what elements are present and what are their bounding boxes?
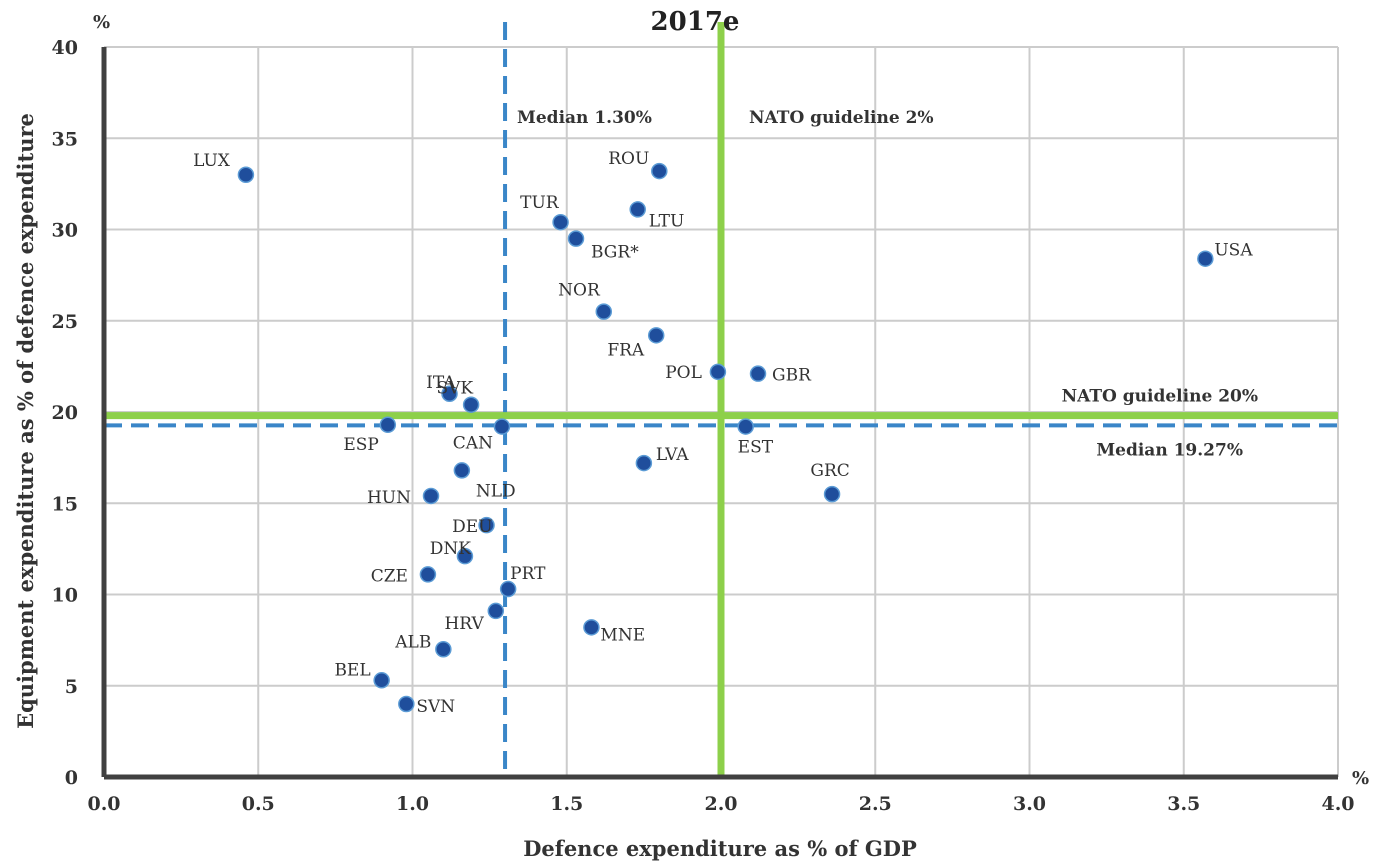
- data-point-label: DNK: [430, 539, 472, 559]
- y-tick-label: 30: [52, 220, 78, 242]
- x-tick-label: 0.5: [242, 793, 275, 815]
- y-tick-label: 25: [52, 311, 78, 333]
- x-tick-label: 2.5: [859, 793, 892, 815]
- data-point-label: GBR: [772, 366, 812, 386]
- reference-line-label: NATO guideline 20%: [1062, 387, 1258, 407]
- data-point-label: NLD: [476, 481, 516, 501]
- data-point-label: EST: [738, 438, 774, 458]
- data-point: [552, 213, 569, 231]
- data-point: [435, 641, 452, 658]
- data-point-label: DEU: [452, 517, 492, 537]
- reference-line-label: Median 1.30%: [517, 108, 652, 128]
- data-point-label: BGR*: [591, 243, 639, 263]
- y-tick-label: 40: [52, 37, 78, 59]
- x-tick-label: 2.0: [704, 793, 737, 815]
- data-point: [1197, 250, 1214, 267]
- x-tick-label: 1.5: [550, 793, 583, 815]
- data-point-label: BEL: [334, 660, 370, 680]
- data-point-label: SVN: [416, 697, 455, 717]
- data-point-label: ROU: [608, 149, 649, 169]
- reference-line-label: NATO guideline 2%: [749, 108, 934, 128]
- data-point: [379, 416, 397, 434]
- data-point-label: ITA: [426, 373, 456, 393]
- chart-title: 2017e: [651, 7, 740, 37]
- data-point: [647, 327, 665, 344]
- data-point-label: ESP: [343, 435, 379, 455]
- data-point: [237, 166, 255, 183]
- x-unit-label: %: [1352, 768, 1369, 789]
- data-point-label: PRT: [510, 564, 546, 584]
- data-point: [398, 695, 415, 713]
- data-point-label: HUN: [367, 488, 411, 508]
- data-point-label: LVA: [656, 445, 689, 465]
- data-point: [478, 516, 495, 534]
- data-point: [749, 365, 767, 382]
- data-point: [629, 201, 646, 218]
- x-axis-title: Defence expenditure as % of GDP: [523, 836, 917, 861]
- data-point: [823, 485, 841, 503]
- data-point: [709, 363, 727, 381]
- data-point-label: SVK: [436, 379, 473, 399]
- data-point: [635, 454, 653, 472]
- data-point-label: TUR: [520, 193, 560, 213]
- data-point: [419, 566, 437, 583]
- y-tick-label: 5: [65, 676, 78, 698]
- y-tick-label: 15: [52, 493, 78, 515]
- y-axis-title: Equipment expenditure as % of defence ex…: [13, 113, 38, 729]
- data-point: [462, 396, 480, 413]
- x-tick-label: 3.0: [1013, 793, 1046, 815]
- data-point: [441, 385, 458, 402]
- axes: [101, 47, 1338, 780]
- data-point-label: MNE: [600, 625, 645, 645]
- data-point: [567, 230, 585, 247]
- reference-line-label: Median 19.27%: [1096, 440, 1243, 460]
- data-point-label: CZE: [371, 566, 408, 586]
- data-point-label: FRA: [607, 340, 645, 360]
- data-point: [583, 619, 600, 636]
- data-point: [487, 602, 505, 620]
- data-point: [422, 487, 440, 505]
- data-point: [373, 672, 390, 689]
- data-point: [595, 303, 613, 320]
- data-point-label: POL: [665, 363, 702, 383]
- data-point-label: LTU: [649, 211, 685, 231]
- data-point-label: NOR: [558, 281, 601, 301]
- reference-lines: Median 1.30% NATO guideline 2% NATO guidel…: [104, 22, 1338, 777]
- data-point: [737, 418, 754, 435]
- y-unit-label: %: [93, 12, 110, 33]
- data-point-label: LUX: [193, 151, 231, 171]
- data-point: [493, 418, 511, 435]
- data-point-label: CAN: [453, 434, 493, 454]
- data-point: [456, 547, 474, 565]
- y-tick-label: 10: [52, 585, 78, 607]
- x-tick-label: 0.0: [87, 793, 120, 815]
- x-tick-label: 3.5: [1167, 793, 1200, 815]
- data-point-label: GRC: [810, 461, 849, 481]
- y-tick-label: 0: [65, 767, 78, 789]
- y-tick-label: 20: [52, 402, 78, 424]
- data-point: [651, 162, 668, 180]
- tick-labels: 0.0 0.5 1.0 1.5 2.0 2.5 3.0 3.5 4.0 0 5 10 15 20 25 30 3…: [52, 37, 1355, 815]
- x-tick-label: 4.0: [1321, 793, 1354, 815]
- data-point: [499, 580, 517, 598]
- y-tick-label: 35: [52, 128, 78, 150]
- data-point: [453, 462, 471, 479]
- data-point-label: HRV: [444, 614, 484, 634]
- titles: 2017e Defence expenditure as % of GDP Eq…: [13, 7, 1369, 861]
- data-point-label: ALB: [394, 632, 431, 652]
- data-point-label: USA: [1214, 241, 1253, 261]
- x-tick-label: 1.0: [396, 793, 429, 815]
